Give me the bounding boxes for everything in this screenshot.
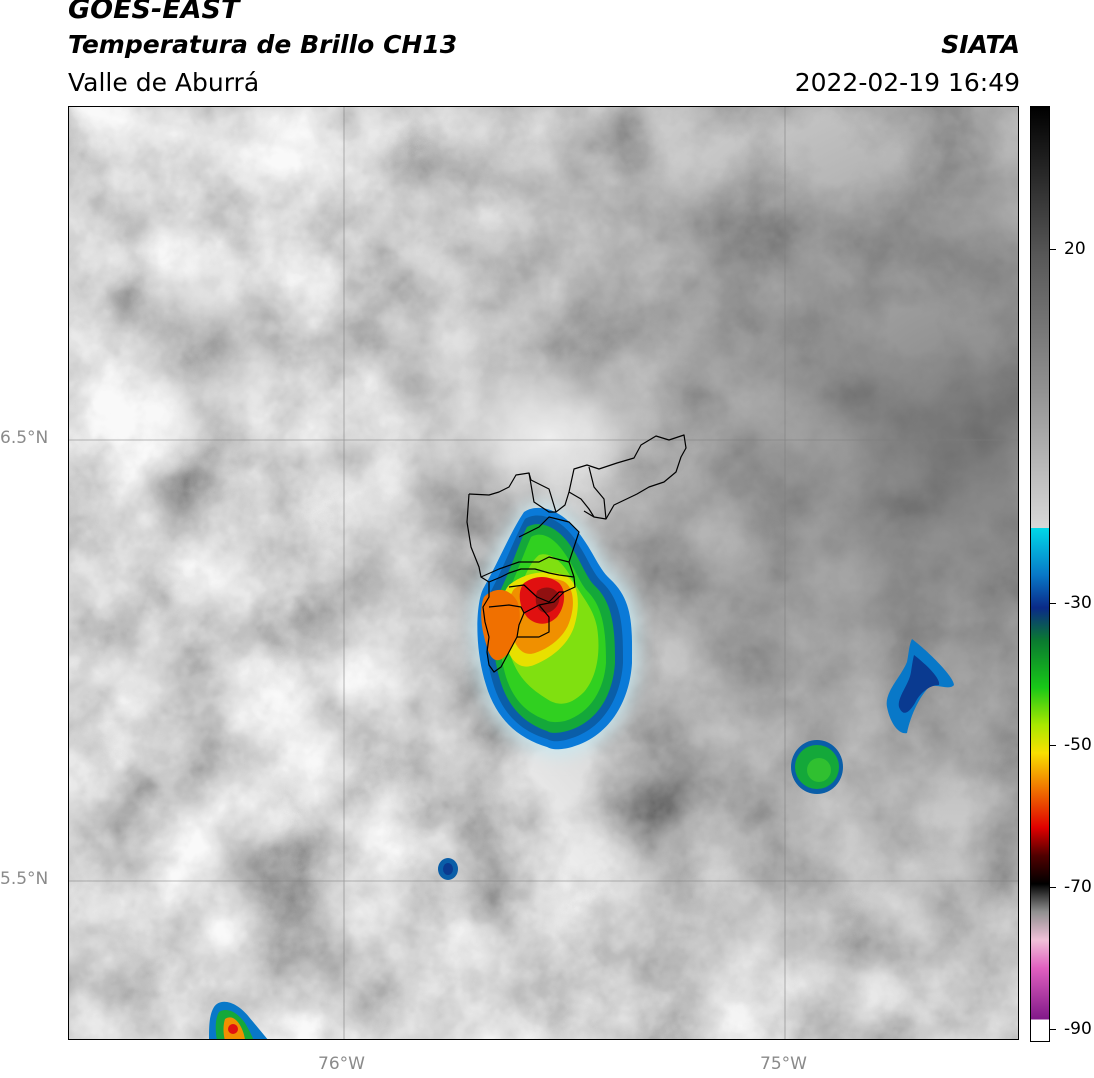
bright-cloud-glow xyxy=(429,347,669,527)
lon-label-75w: 75°W xyxy=(760,1054,807,1074)
lat-label-6-5: 6.5°N xyxy=(0,428,49,448)
cloud-cell-east xyxy=(886,639,954,734)
colorbar-label: 20 xyxy=(1064,239,1086,259)
colorbar-tick xyxy=(1050,249,1056,250)
product-title: Temperatura de Brillo CH13 xyxy=(68,30,458,59)
aburra-valley-boundaries xyxy=(466,434,687,673)
cloud-cell-east-small xyxy=(791,740,843,794)
bright-cloud-west xyxy=(119,227,279,487)
organization-label: SIATA xyxy=(941,30,1020,59)
colorbar-label: -70 xyxy=(1064,877,1092,897)
colorbar-tick xyxy=(1050,603,1056,604)
timestamp: 2022-02-19 16:49 xyxy=(794,68,1020,97)
satellite-image xyxy=(69,107,1018,1039)
lon-label-76w: 76°W xyxy=(318,1054,365,1074)
colorbar-tick xyxy=(1050,887,1056,888)
colorbar-tick xyxy=(1050,1029,1056,1030)
cloud-cell-south xyxy=(438,858,458,880)
region-subtitle: Valle de Aburrá xyxy=(68,68,260,97)
colorbar-label: -50 xyxy=(1064,735,1092,755)
lat-label-5-5: 5.5°N xyxy=(0,869,49,889)
colorbar xyxy=(1030,106,1050,1042)
cloud-cell-southwest xyxy=(209,1001,268,1039)
map-panel xyxy=(68,106,1019,1040)
colorbar-tick xyxy=(1050,745,1056,746)
satellite-title: GOES-EAST xyxy=(68,0,240,25)
convective-storm-core xyxy=(472,504,638,756)
colorbar-label: -30 xyxy=(1064,593,1092,613)
graticule xyxy=(69,107,1018,1039)
colorbar-label: -90 xyxy=(1064,1019,1092,1039)
